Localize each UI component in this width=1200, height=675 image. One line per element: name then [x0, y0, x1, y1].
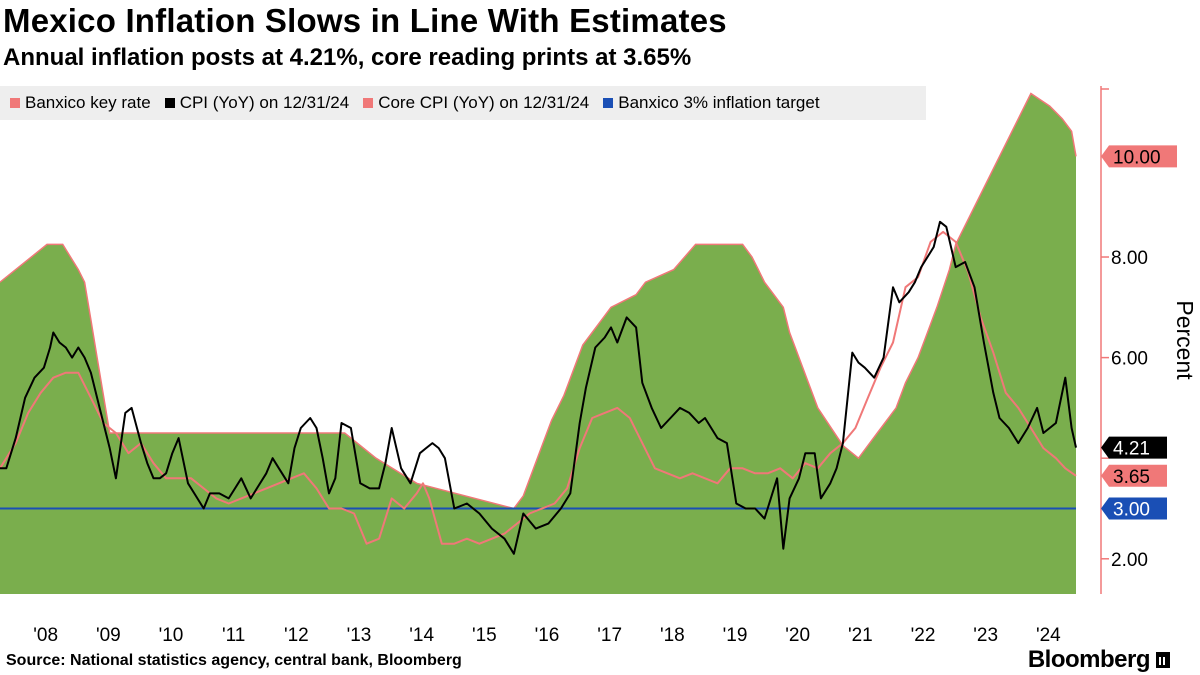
legend-item-key-rate: Banxico key rate [10, 93, 151, 113]
legend-swatch-target [603, 98, 614, 108]
end-label-core-cpi-yoy: 3.65 [1101, 464, 1167, 488]
svg-text:3.00: 3.00 [1113, 499, 1150, 520]
cpi-line [0, 220, 1077, 555]
legend-label-target: Banxico 3% inflation target [618, 93, 820, 112]
end-label-banxico-key-rate: 10.00 [1101, 145, 1177, 168]
legend-swatch-key-rate [10, 98, 20, 108]
x-tick-label: '19 [723, 625, 748, 646]
legend-label-core-cpi: Core CPI (YoY) on 12/31/24 [378, 93, 590, 112]
x-tick-label: '09 [96, 625, 121, 646]
chart-subtitle: Annual inflation posts at 4.21%, core re… [3, 44, 692, 71]
svg-text:10.00: 10.00 [1113, 147, 1161, 168]
x-tick-label: '12 [284, 625, 309, 646]
legend-item-target: Banxico 3% inflation target [603, 93, 820, 113]
x-tick-label: '21 [848, 625, 873, 646]
bloomberg-mark-icon [1156, 652, 1170, 668]
x-tick-label: '10 [159, 625, 184, 646]
x-tick-label: '24 [1036, 625, 1061, 646]
x-tick-label: '22 [911, 625, 936, 646]
x-tick-label: '14 [409, 625, 434, 646]
x-tick-label: '17 [597, 625, 622, 646]
svg-text:4.21: 4.21 [1113, 439, 1150, 460]
y-axis-title: Percent [1172, 300, 1198, 380]
key-rate-area [0, 93, 1076, 594]
y-tick-label: 6.00 [1111, 349, 1148, 370]
legend: Banxico key rate CPI (YoY) on 12/31/24 C… [0, 86, 926, 120]
legend-label-cpi: CPI (YoY) on 12/31/24 [179, 93, 350, 112]
x-tick-label: '08 [33, 625, 58, 646]
core-cpi-line [0, 230, 1077, 545]
legend-item-core-cpi: Core CPI (YoY) on 12/31/24 [363, 93, 589, 113]
y-tick-label: 2.00 [1111, 550, 1148, 571]
key-rate-line [0, 92, 1077, 510]
x-tick-label: '23 [973, 625, 998, 646]
svg-text:3.65: 3.65 [1113, 467, 1150, 488]
source-note: Source: National statistics agency, cent… [6, 652, 462, 669]
chart-title: Mexico Inflation Slows in Line With Esti… [3, 2, 727, 39]
legend-swatch-core-cpi [363, 98, 374, 108]
legend-item-cpi: CPI (YoY) on 12/31/24 [164, 93, 350, 113]
x-tick-label: '15 [472, 625, 497, 646]
bloomberg-logo: Bloomberg [1028, 646, 1170, 674]
bloomberg-logo-text: Bloomberg [1027, 646, 1151, 673]
legend-label-key-rate: Banxico key rate [25, 93, 151, 112]
end-label-target: 3.00 [1101, 497, 1167, 520]
legend-swatch-cpi [164, 98, 175, 108]
x-tick-label: '16 [535, 625, 560, 646]
x-tick-label: '18 [660, 625, 685, 646]
x-tick-label: '11 [222, 625, 245, 646]
end-label-cpi-yoy: 4.21 [1101, 436, 1167, 460]
x-tick-label: '20 [785, 625, 810, 646]
y-tick-label: 8.00 [1111, 248, 1148, 269]
x-tick-label: '13 [347, 625, 372, 646]
